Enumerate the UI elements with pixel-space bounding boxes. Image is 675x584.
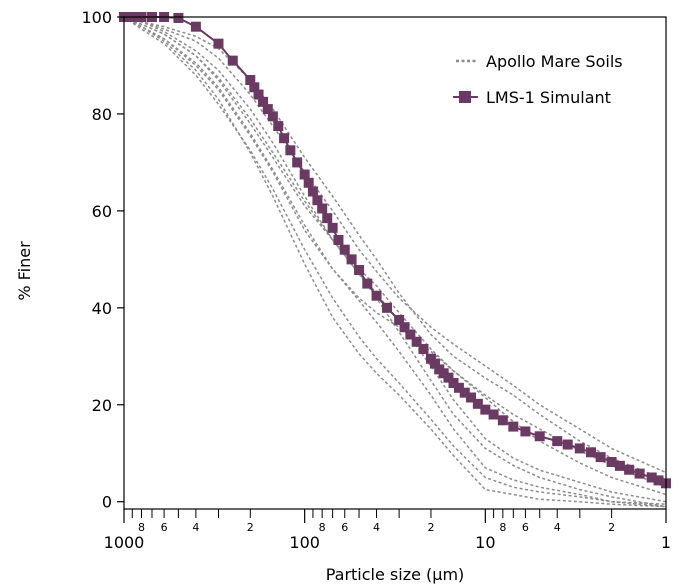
x-tick-label: 10 — [475, 533, 495, 552]
lms-data-point — [429, 358, 440, 369]
lms-data-point — [303, 177, 314, 188]
legend-label-lms: LMS-1 Simulant — [486, 88, 611, 107]
lms-data-point — [262, 104, 273, 115]
x-tick-label: 100 — [289, 533, 320, 552]
lms-series-line — [124, 16, 667, 485]
lms-data-point — [267, 111, 278, 122]
x-minor-tick-label: 6 — [161, 521, 168, 534]
lms-data-point — [279, 133, 290, 144]
y-tick-label: 100 — [81, 8, 112, 27]
x-minor-tick-label: 2 — [608, 521, 615, 534]
lms-data-point — [411, 336, 422, 347]
lms-data-point — [574, 443, 585, 454]
lms-data-point — [448, 377, 459, 388]
lms-data-point — [354, 265, 365, 276]
lms-data-point — [508, 421, 519, 432]
legend-swatch-lms-marker — [459, 91, 471, 103]
x-minor-tick-label: 8 — [138, 521, 145, 534]
x-minor-tick-label: 2 — [247, 521, 254, 534]
y-tick-label: 40 — [92, 299, 112, 318]
lms-data-point — [227, 55, 238, 66]
lms-data-point — [173, 12, 184, 23]
lms-data-point — [488, 409, 499, 420]
x-minor-tick-label: 6 — [522, 521, 529, 534]
lms-data-point — [399, 322, 410, 333]
lms-data-point — [327, 222, 338, 233]
x-minor-tick-label: 4 — [373, 521, 380, 534]
lms-data-point — [249, 82, 260, 93]
lms-data-point — [624, 464, 635, 475]
lms-data-point — [317, 203, 328, 214]
lms-data-point — [562, 439, 573, 450]
plot-frame — [123, 16, 667, 510]
lms-data-point — [333, 234, 344, 245]
lms-data-point — [586, 447, 597, 458]
y-axis-title: % Finer — [15, 241, 34, 301]
lms-data-point — [362, 278, 373, 289]
lms-data-point — [258, 96, 269, 107]
lms-series-group — [119, 12, 671, 489]
x-tick-label: 1000 — [104, 533, 145, 552]
lms-data-point — [213, 38, 224, 49]
lms-data-point — [371, 290, 382, 301]
lms-data-point — [285, 145, 296, 156]
lms-data-point — [405, 329, 416, 340]
x-axis: 1000 100 10 1 2 4 6 8 2 4 6 8 2 4 6 8 — [104, 509, 671, 552]
y-tick-label: 60 — [92, 202, 112, 221]
apollo-series-line-2 — [123, 16, 667, 481]
x-minor-tick-label: 6 — [341, 521, 348, 534]
y-tick-label: 80 — [92, 105, 112, 124]
apollo-series-line-7 — [123, 16, 667, 505]
lms-data-point — [322, 213, 333, 224]
x-minor-tick-label: 2 — [427, 521, 434, 534]
lms-data-point — [497, 415, 508, 426]
lms-data-point — [614, 460, 625, 471]
lms-data-point — [190, 21, 201, 32]
x-minor-tick-label: 4 — [554, 521, 561, 534]
lms-data-point — [307, 186, 318, 197]
lms-data-point — [453, 382, 464, 393]
lms-data-point — [653, 475, 664, 486]
lms-data-point — [595, 452, 606, 463]
lms-data-point — [472, 398, 483, 409]
lms-data-point — [480, 404, 491, 415]
apollo-series-line-1 — [123, 16, 667, 474]
x-minor-tick-label: 4 — [192, 521, 199, 534]
apollo-series-group — [123, 16, 667, 508]
lms-data-point — [253, 89, 264, 100]
apollo-series-line-8 — [123, 16, 667, 508]
lms-data-point — [534, 431, 545, 442]
lms-data-point — [552, 436, 563, 447]
legend-label-apollo: Apollo Mare Soils — [486, 52, 623, 71]
lms-data-point — [646, 472, 657, 483]
lms-data-point — [606, 456, 617, 467]
lms-data-point — [292, 157, 303, 168]
x-axis-title: Particle size (μm) — [326, 565, 465, 584]
lms-data-point — [443, 372, 454, 383]
x-tick-label: 1 — [661, 533, 671, 552]
apollo-series-line-3 — [123, 16, 667, 488]
lms-data-point — [273, 121, 284, 132]
lms-data-point — [466, 392, 477, 403]
x-minor-tick-label: 8 — [319, 521, 326, 534]
lms-data-point — [312, 195, 323, 206]
lms-data-point — [418, 344, 429, 355]
lms-data-point — [339, 244, 350, 255]
apollo-series-line-9 — [123, 16, 667, 508]
lms-data-point — [299, 169, 310, 180]
lms-data-point — [382, 302, 393, 313]
y-tick-label: 20 — [92, 396, 112, 415]
legend: Apollo Mare Soils LMS-1 Simulant — [453, 52, 623, 107]
lms-data-point — [459, 387, 470, 398]
y-tick-label: 0 — [102, 493, 112, 512]
x-minor-tick-label: 8 — [499, 521, 506, 534]
y-axis: 0 20 40 60 80 100 — [81, 8, 124, 512]
lms-data-point — [346, 254, 357, 265]
lms-data-point — [394, 314, 405, 325]
lms-data-point — [520, 426, 531, 437]
lms-data-point — [634, 468, 645, 479]
lms-data-point — [245, 75, 256, 86]
